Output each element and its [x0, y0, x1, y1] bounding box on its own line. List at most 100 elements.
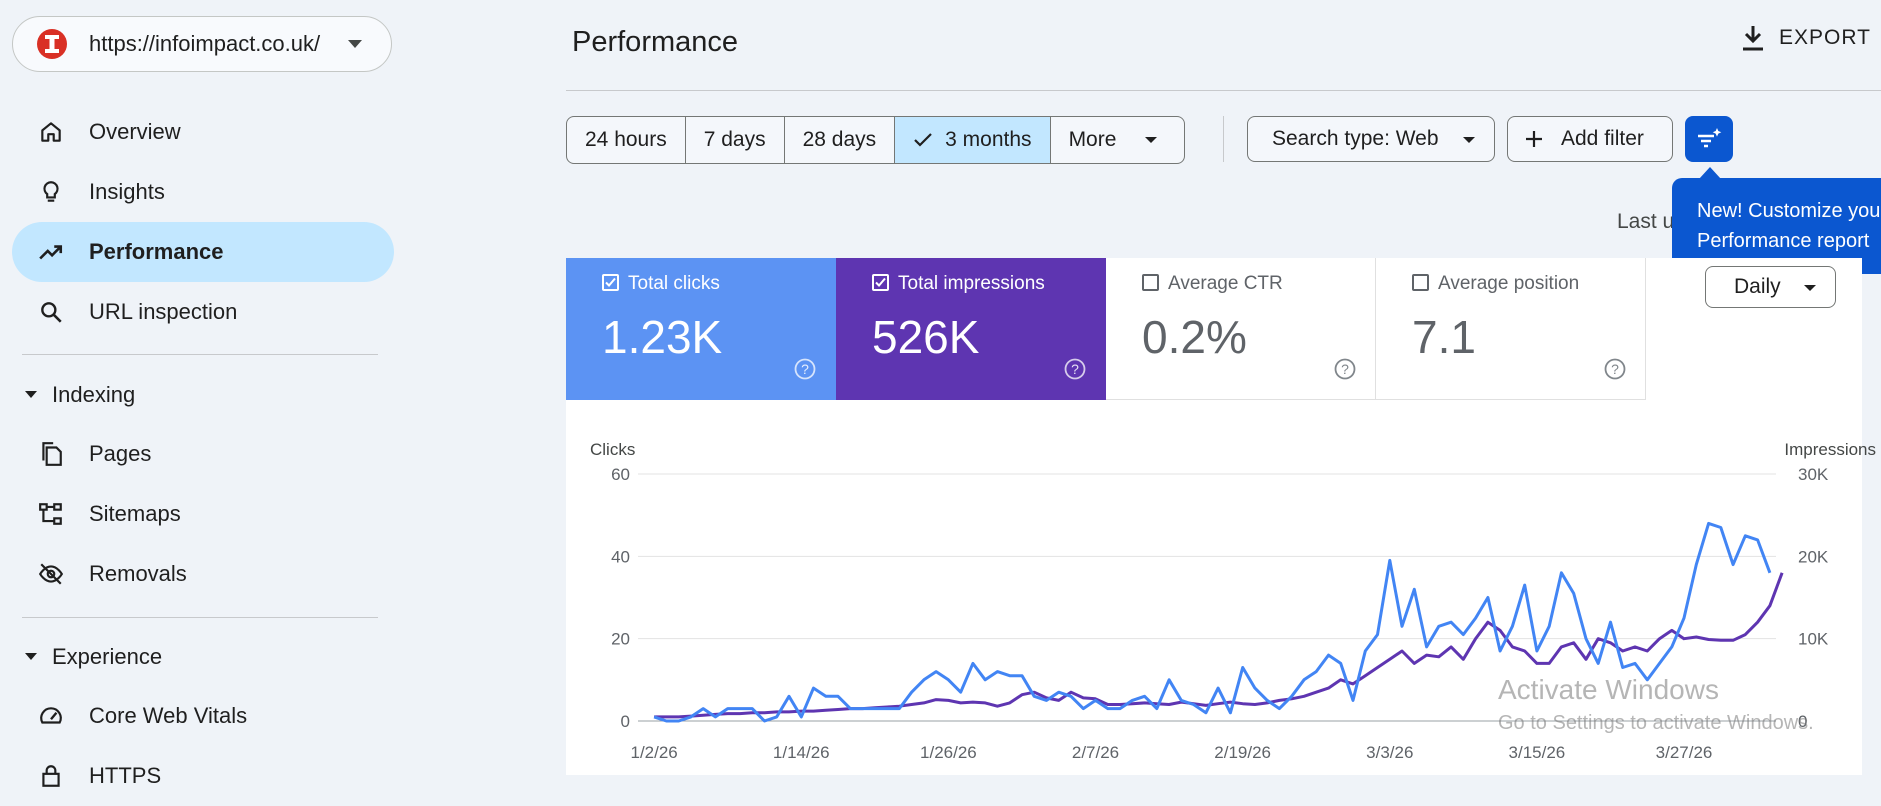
- help-icon[interactable]: ?: [1064, 358, 1086, 380]
- svg-text:?: ?: [801, 361, 809, 377]
- metric-value: 7.1: [1412, 311, 1476, 363]
- granularity-dropdown[interactable]: Daily: [1705, 266, 1836, 308]
- svg-text:?: ?: [1611, 361, 1619, 377]
- sidebar-item-label: Removals: [89, 561, 187, 586]
- toolbar-divider: [1223, 116, 1224, 162]
- search-type-label: Search type: Web: [1272, 127, 1439, 150]
- sidebar-item-overview[interactable]: Overview: [12, 102, 394, 162]
- series-line-clicks: [653, 521, 1772, 723]
- sidebar-item-label: Overview: [89, 119, 181, 144]
- granularity-label: Daily: [1734, 275, 1781, 298]
- filter-sparkle-icon: [1698, 128, 1722, 148]
- range-28-days[interactable]: 28 days: [785, 117, 896, 163]
- range-3-months[interactable]: 3 months: [895, 117, 1051, 163]
- date-range-selector[interactable]: 24 hours 7 days 28 days 3 months More: [566, 116, 1186, 164]
- chevron-down-icon: [348, 40, 362, 48]
- x-tick-label: 1/14/26: [773, 743, 830, 762]
- export-button[interactable]: EXPORT: [1741, 24, 1871, 52]
- watermark-subtitle: Go to Settings to activate Windows.: [1498, 712, 1814, 734]
- y-left-tick-label: 60: [611, 465, 630, 484]
- search-type-dropdown[interactable]: Search type: Web: [1247, 116, 1495, 162]
- help-icon[interactable]: ?: [1334, 358, 1356, 380]
- x-tick-label: 1/2/26: [630, 743, 677, 762]
- caret-down-icon: [1463, 137, 1475, 143]
- section-indexing[interactable]: Indexing: [24, 375, 135, 415]
- section-experience[interactable]: Experience: [24, 637, 162, 677]
- lock-icon: [42, 765, 60, 787]
- y-left-tick-label: 40: [611, 547, 630, 566]
- section-label: Experience: [52, 644, 163, 669]
- metric-average-ctr[interactable]: Average CTR 0.2% ?: [1106, 258, 1376, 400]
- download-icon: [1743, 26, 1764, 51]
- range-more[interactable]: More: [1051, 117, 1185, 163]
- range-24-hours[interactable]: 24 hours: [567, 117, 686, 163]
- y-left-tick-label: 0: [621, 712, 630, 731]
- sidebar-item-insights[interactable]: Insights: [12, 162, 394, 222]
- home-icon: [41, 122, 61, 142]
- tooltip-line: New! Customize you: [1697, 200, 1881, 222]
- checkbox[interactable]: [602, 274, 619, 291]
- x-tick-label: 2/19/26: [1214, 743, 1271, 762]
- x-tick-label: 3/15/26: [1509, 743, 1566, 762]
- metric-value: 0.2%: [1142, 311, 1247, 363]
- sidebar-item-pages[interactable]: Pages: [12, 424, 394, 484]
- property-url: https://infoimpact.co.uk/: [89, 31, 321, 56]
- x-tick-label: 1/26/26: [920, 743, 977, 762]
- last-updated-text: Last u: [1617, 210, 1675, 233]
- activate-windows-watermark: Activate Windows Go to Settings to activ…: [1498, 674, 1814, 735]
- sidebar-item-url-inspection[interactable]: URL inspection: [12, 282, 394, 342]
- caret-down-icon: [25, 653, 37, 660]
- sidebar-item-https[interactable]: HTTPS: [12, 746, 394, 806]
- trending-up-icon: [39, 245, 63, 260]
- svg-text:?: ?: [1341, 361, 1349, 377]
- y-right-tick-label: 20K: [1798, 547, 1829, 566]
- metric-label: Average CTR: [1168, 273, 1283, 294]
- y-left-axis-title: Clicks: [590, 440, 635, 459]
- header-divider: [566, 90, 1881, 91]
- sidebar-item-label: Sitemaps: [89, 501, 181, 526]
- range-7-days[interactable]: 7 days: [686, 117, 785, 163]
- checkbox[interactable]: [872, 274, 889, 291]
- help-icon[interactable]: ?: [1604, 358, 1626, 380]
- lightbulb-icon: [43, 181, 59, 202]
- add-filter-button[interactable]: Add filter: [1507, 116, 1673, 162]
- metric-total-clicks[interactable]: Total clicks 1.23K ?: [566, 258, 836, 400]
- sidebar-item-label: Insights: [89, 179, 165, 204]
- y-right-tick-label: 0: [1798, 712, 1807, 731]
- property-selector[interactable]: https://infoimpact.co.uk/: [12, 16, 392, 72]
- series-line-impressions: [654, 572, 1784, 719]
- x-tick-label: 3/3/26: [1366, 743, 1413, 762]
- metric-value: 1.23K: [602, 311, 723, 363]
- y-right-tick-label: 10K: [1798, 630, 1829, 649]
- search-icon: [41, 302, 62, 323]
- x-tick-label: 3/27/26: [1656, 743, 1713, 762]
- sidebar-item-sitemaps[interactable]: Sitemaps: [12, 484, 394, 544]
- plus-icon: [1526, 131, 1542, 147]
- section-label: Indexing: [52, 382, 136, 407]
- tooltip-arrow: [1699, 167, 1721, 179]
- metric-label: Average position: [1438, 273, 1580, 294]
- sitemap-icon: [39, 503, 62, 525]
- sidebar-item-core-web-vitals[interactable]: Core Web Vitals: [12, 686, 394, 746]
- svg-text:?: ?: [1071, 361, 1079, 377]
- export-label: EXPORT: [1779, 26, 1871, 49]
- speed-gauge-icon: [40, 707, 62, 724]
- customize-report-button[interactable]: [1685, 116, 1733, 162]
- sidebar-item-performance[interactable]: Performance: [12, 222, 394, 282]
- caret-down-icon: [25, 391, 37, 398]
- sidebar-item-removals[interactable]: Removals: [12, 544, 394, 604]
- y-right-axis-title: Impressions: [1784, 440, 1876, 459]
- sidebar-divider: [22, 617, 378, 618]
- metric-total-impressions[interactable]: Total impressions 526K ?: [836, 258, 1106, 400]
- checkbox[interactable]: [1142, 274, 1159, 291]
- sidebar-divider: [22, 354, 378, 355]
- checkbox[interactable]: [1412, 274, 1429, 291]
- checkmark-icon: [914, 133, 932, 147]
- page-title: Performance: [572, 26, 739, 58]
- help-icon[interactable]: ?: [794, 358, 816, 380]
- visibility-off-icon: [38, 563, 64, 585]
- pages-icon: [42, 442, 62, 466]
- metric-average-position[interactable]: Average position 7.1 ?: [1376, 258, 1646, 400]
- y-left-tick-label: 20: [611, 630, 630, 649]
- metric-label: Total clicks: [628, 273, 720, 294]
